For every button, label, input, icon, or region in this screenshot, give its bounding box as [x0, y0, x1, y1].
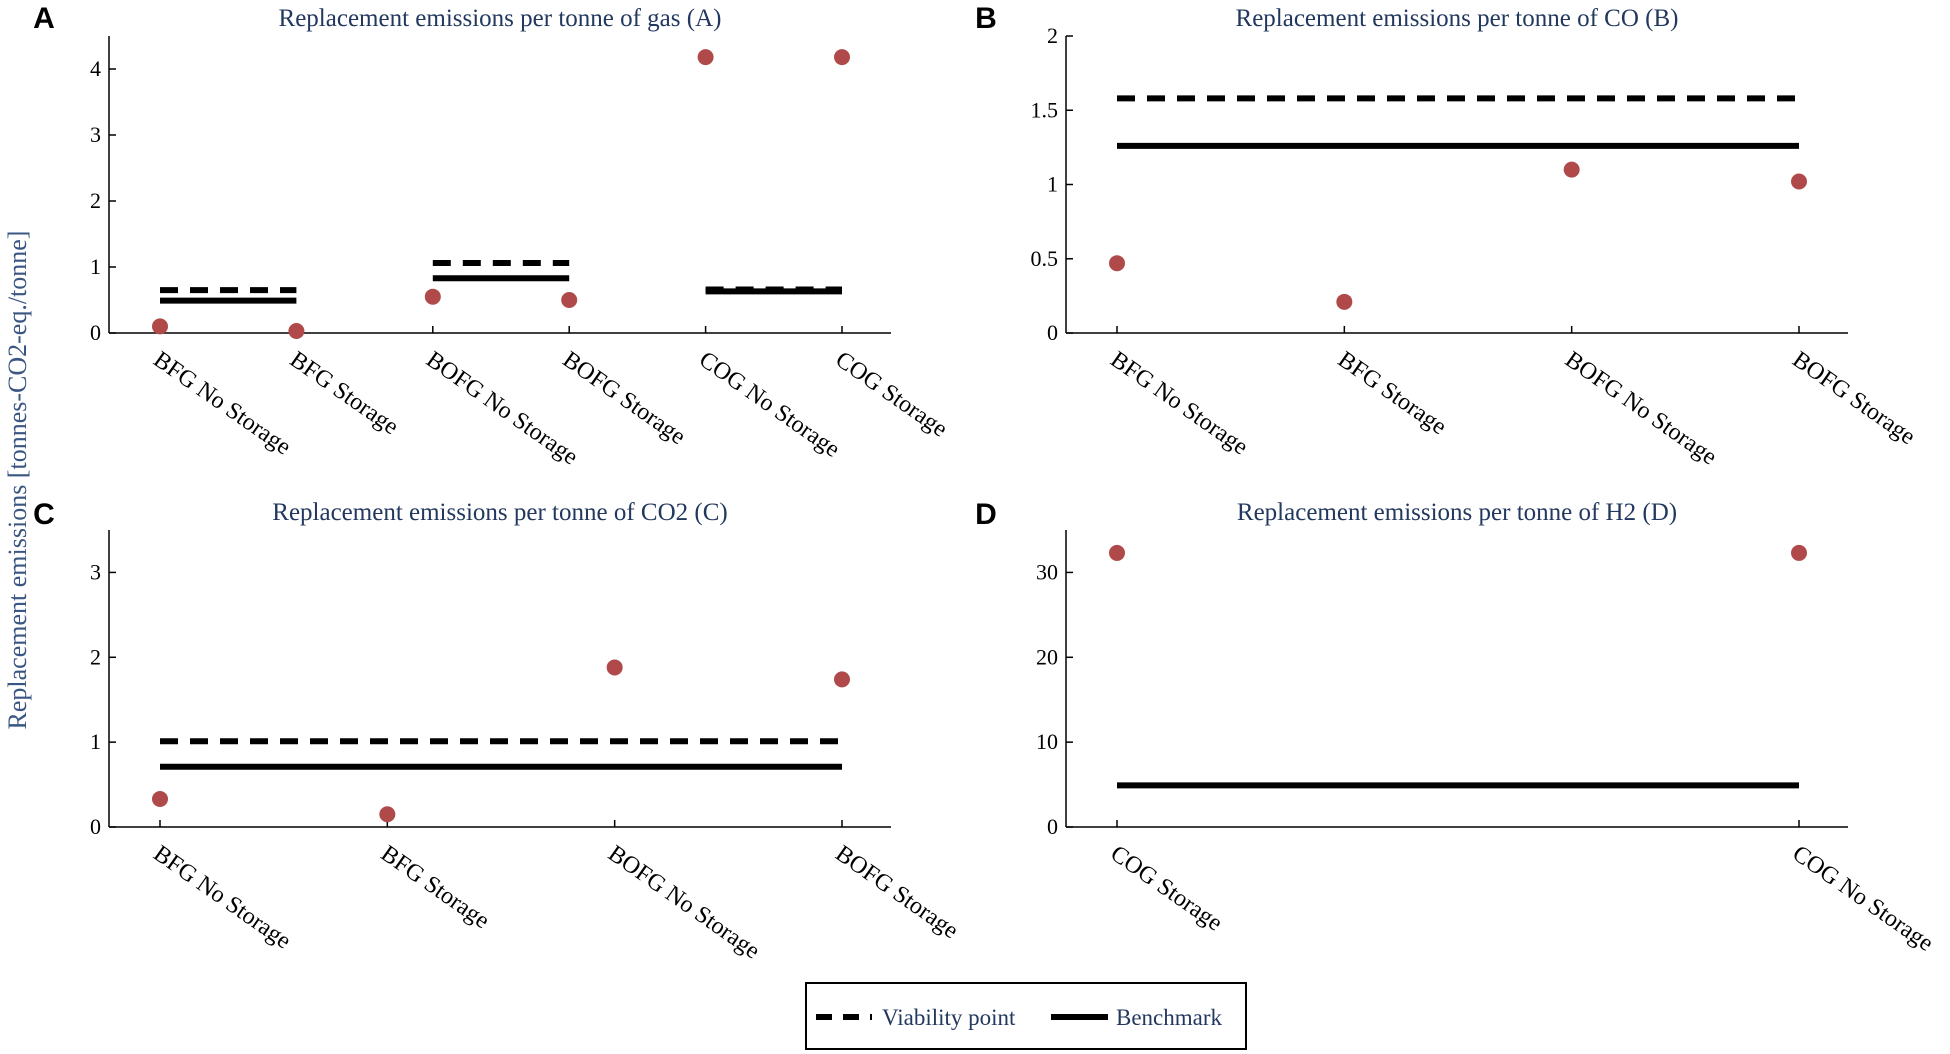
y-tick-label: 2	[1047, 23, 1058, 48]
y-tick-label: 4	[90, 56, 101, 81]
data-point	[1791, 173, 1807, 190]
legend: Viability point Benchmark	[805, 982, 1247, 1050]
legend-viability-label: Viability point	[882, 1005, 1016, 1030]
x-tick-label: BFG Storage	[1333, 347, 1451, 441]
panel-b: B Replacement emissions per tonne of CO (…	[975, 2, 1920, 470]
y-tick-label: 2	[90, 188, 101, 213]
data-point	[697, 49, 714, 66]
data-point	[1109, 544, 1125, 561]
y-tick-label: 0	[90, 814, 101, 839]
x-tick-label: BFG Storage	[376, 841, 494, 935]
x-tick-label: BFG No Storage	[149, 841, 296, 955]
panel-a: A Replacement emissions per tonne of gas …	[33, 2, 952, 470]
x-tick-label: COG Storage	[831, 347, 952, 443]
data-point	[424, 288, 441, 305]
panel-letter: B	[975, 2, 997, 35]
data-point	[379, 806, 396, 823]
chart-title: Replacement emissions per tonne of CO2 (…	[272, 499, 727, 526]
y-tick-label: 3	[90, 559, 101, 584]
data-point	[834, 49, 850, 66]
y-tick-label: 1	[90, 729, 101, 754]
x-tick-label: COG No Storage	[694, 347, 844, 463]
y-tick-label: 0.5	[1031, 246, 1059, 271]
x-tick-label: BOFG Storage	[831, 841, 963, 945]
x-tick-label: COG No Storage	[1788, 841, 1938, 957]
y-tick-label: 1	[1047, 172, 1058, 197]
y-tick-label: 30	[1036, 559, 1058, 584]
chart-title: Replacement emissions per tonne of gas (…	[279, 5, 722, 32]
panel-d: D Replacement emissions per tonne of H2 (…	[975, 498, 1938, 957]
x-tick-label: BOFG No Storage	[1560, 347, 1721, 471]
panel-letter: A	[33, 2, 55, 35]
y-tick-label: 10	[1036, 729, 1058, 754]
x-tick-label: COG Storage	[1106, 841, 1227, 937]
data-point	[152, 318, 168, 335]
chart-title: Replacement emissions per tonne of H2 (D…	[1237, 499, 1677, 526]
panel-c: C Replacement emissions per tonne of CO2 …	[33, 498, 963, 964]
chart-title: Replacement emissions per tonne of CO (B…	[1236, 5, 1679, 32]
data-point	[1336, 293, 1353, 310]
data-point	[1791, 544, 1807, 561]
y-tick-label: 0	[1047, 320, 1058, 345]
data-point	[834, 671, 850, 688]
legend-benchmark-label: Benchmark	[1116, 1005, 1223, 1030]
x-tick-label: BOFG No Storage	[421, 347, 582, 471]
data-point	[288, 323, 305, 340]
y-tick-label: 0	[90, 320, 101, 345]
x-tick-label: BOFG Storage	[1788, 347, 1920, 451]
data-point	[561, 292, 578, 308]
legend-box	[805, 982, 1247, 1050]
panel-letter: D	[975, 498, 997, 531]
y-tick-label: 1	[90, 254, 101, 279]
x-tick-label: BFG Storage	[285, 347, 403, 441]
data-point	[1109, 255, 1125, 272]
y-tick-label: 0	[1047, 814, 1058, 839]
y-tick-label: 2	[90, 644, 101, 669]
data-point	[152, 790, 168, 807]
y-axis-label: Replacement emissions [tonnes-CO2-eq./to…	[3, 231, 32, 730]
x-tick-label: BOFG No Storage	[603, 841, 764, 965]
x-tick-label: BFG No Storage	[149, 347, 296, 461]
x-tick-label: BOFG Storage	[558, 347, 690, 451]
y-tick-label: 3	[90, 122, 101, 147]
panel-letter: C	[33, 498, 55, 531]
data-point	[606, 659, 623, 676]
y-tick-label: 1.5	[1031, 97, 1059, 122]
data-point	[1563, 161, 1580, 178]
y-tick-label: 20	[1036, 644, 1058, 669]
panels: A Replacement emissions per tonne of gas …	[33, 2, 1938, 964]
x-tick-label: BFG No Storage	[1106, 347, 1253, 461]
